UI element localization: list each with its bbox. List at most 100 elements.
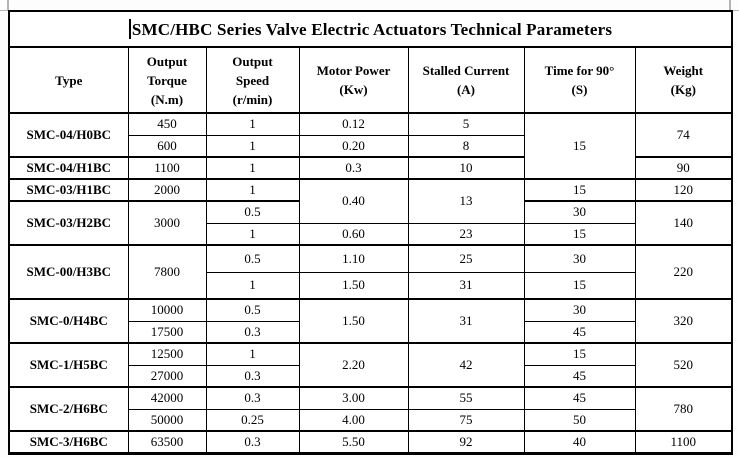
cell-type: SMC-00/H3BC (8, 244, 129, 300)
cell-type: SMC-04/H0BC (8, 112, 129, 158)
cell-power: 1.50 (298, 298, 409, 344)
cell-torque: 450 (127, 112, 207, 136)
grid-corner-mark-left-horizontal (0, 10, 7, 11)
cell-torque: 3000 (127, 200, 207, 246)
title-row: SMC/HBC Series Valve Electric Actuators … (8, 10, 733, 48)
cell-power: 0.20 (298, 134, 409, 158)
table-row: SMC-2/H6BC 42000 0.3 3.00 55 45 780 (8, 386, 733, 432)
cell-weight: 780 (634, 386, 733, 432)
cell-current: 31 (407, 298, 525, 344)
page-title: SMC/HBC Series Valve Electric Actuators … (131, 19, 613, 39)
cell-speed: 0.3 (205, 430, 300, 454)
cell-current: 8 (407, 134, 525, 158)
cell-speed: 0.5 (205, 200, 300, 224)
table-row: SMC-04/H1BC 1100 1 0.3 10 90 (8, 156, 733, 180)
column-header-time: Time for 90° (S) (523, 46, 636, 114)
cell-speed: 1 (205, 134, 300, 158)
table-row: 50000 0.25 4.00 75 50 (9, 408, 732, 432)
cell-time: 15 (523, 178, 636, 202)
cell-speed: 1 (205, 271, 300, 300)
cell-time: 15 (523, 271, 636, 300)
cell-weight: 74 (634, 112, 733, 158)
cell-type: SMC-2/H6BC (8, 386, 129, 432)
cell-speed: 1 (205, 112, 300, 136)
table-row: SMC-03/H1BC 2000 1 0.40 13 15 120 (8, 178, 733, 224)
cell-speed: 0.3 (205, 364, 300, 388)
cell-time: 50 (523, 408, 636, 432)
cell-current: 23 (407, 222, 525, 246)
cell-time: 30 (523, 298, 636, 322)
cell-power: 5.50 (298, 430, 409, 454)
cell-type: SMC-04/H1BC (8, 156, 129, 180)
cell-torque: 1100 (127, 156, 207, 180)
cell-time: 45 (523, 364, 636, 388)
column-header-torque: Output Torque (N.m) (127, 46, 207, 114)
cell-current: 25 (407, 244, 525, 273)
cell-current: 42 (407, 342, 525, 388)
cell-torque: 42000 (127, 386, 207, 410)
cell-weight: 1100 (634, 430, 733, 454)
cell-torque: 2000 (127, 178, 207, 202)
cell-current: 13 (407, 178, 525, 224)
cell-power: 2.20 (298, 342, 409, 388)
grid-corner-mark-left-vertical (7, 0, 9, 11)
cell-speed: 1 (205, 222, 300, 246)
cell-power: 4.00 (298, 408, 409, 432)
table-row: 1 0.60 23 15 (9, 222, 732, 246)
table-row: 27000 0.3 45 (9, 364, 732, 388)
table-row: 600 1 0.20 8 (9, 134, 732, 158)
cell-speed: 0.25 (205, 408, 300, 432)
cell-speed: 1 (205, 342, 300, 366)
table-title-cell: SMC/HBC Series Valve Electric Actuators … (8, 10, 733, 48)
column-header-weight: Weight (Kg) (634, 46, 733, 114)
table-row: 17500 0.3 45 (9, 320, 732, 344)
cell-time: 15 (523, 112, 636, 180)
cell-current: 75 (407, 408, 525, 432)
parameters-table: SMC/HBC Series Valve Electric Actuators … (8, 10, 734, 455)
table-row: SMC-00/H3BC 7800 0.5 1.10 25 30 220 (8, 244, 733, 300)
table-row: SMC-0/H4BC 10000 0.5 1.50 31 30 320 (8, 298, 733, 344)
cell-power: 3.00 (298, 386, 409, 410)
cell-torque: 27000 (127, 364, 207, 388)
table-row: SMC-3/H6BC 63500 0.3 5.50 92 40 1100 (8, 430, 733, 454)
cell-speed: 0.5 (205, 244, 300, 273)
cell-time: 30 (523, 200, 636, 224)
cell-weight: 90 (634, 156, 733, 180)
cell-time: 45 (523, 320, 636, 344)
cell-type: SMC-03/H1BC (8, 178, 129, 202)
cell-power: 1.10 (298, 244, 409, 273)
cell-torque: 12500 (127, 342, 207, 366)
cell-time: 40 (523, 430, 636, 454)
cell-current: 55 (407, 386, 525, 410)
cell-current: 31 (407, 271, 525, 300)
cell-type: SMC-03/H2BC (8, 200, 129, 246)
cell-type: SMC-1/H5BC (8, 342, 129, 388)
column-header-current: Stalled Current (A) (407, 46, 525, 114)
column-header-power: Motor Power (Kw) (298, 46, 409, 114)
cell-weight: 520 (634, 342, 733, 388)
cell-torque: 63500 (127, 430, 207, 454)
header-row: Type Output Torque (N.m) Output Speed (r/min) M… (8, 46, 733, 114)
cell-speed: 1 (205, 156, 300, 180)
cell-time: 30 (523, 244, 636, 273)
column-header-type: Type (8, 46, 129, 114)
cell-weight: 120 (634, 178, 733, 202)
cell-time: 45 (523, 386, 636, 410)
cell-weight: 320 (634, 298, 733, 344)
cell-speed: 1 (205, 178, 300, 202)
cell-power: 0.60 (298, 222, 409, 246)
table-row: 1 1.50 31 15 (9, 271, 732, 300)
cell-speed: 0.3 (205, 386, 300, 410)
grid-corner-mark-right-horizontal (731, 10, 739, 11)
cell-power: 0.40 (298, 178, 409, 224)
cell-current: 5 (407, 112, 525, 136)
cell-time: 15 (523, 222, 636, 246)
cell-torque: 7800 (127, 244, 207, 300)
cell-torque: 10000 (127, 298, 207, 322)
text-caret (128, 18, 131, 39)
table-row: SMC-04/H0BC 450 1 0.12 5 15 74 (8, 112, 733, 180)
cell-current: 10 (407, 156, 525, 180)
grid-corner-mark-right-vertical (729, 0, 731, 11)
cell-type: SMC-0/H4BC (8, 298, 129, 344)
